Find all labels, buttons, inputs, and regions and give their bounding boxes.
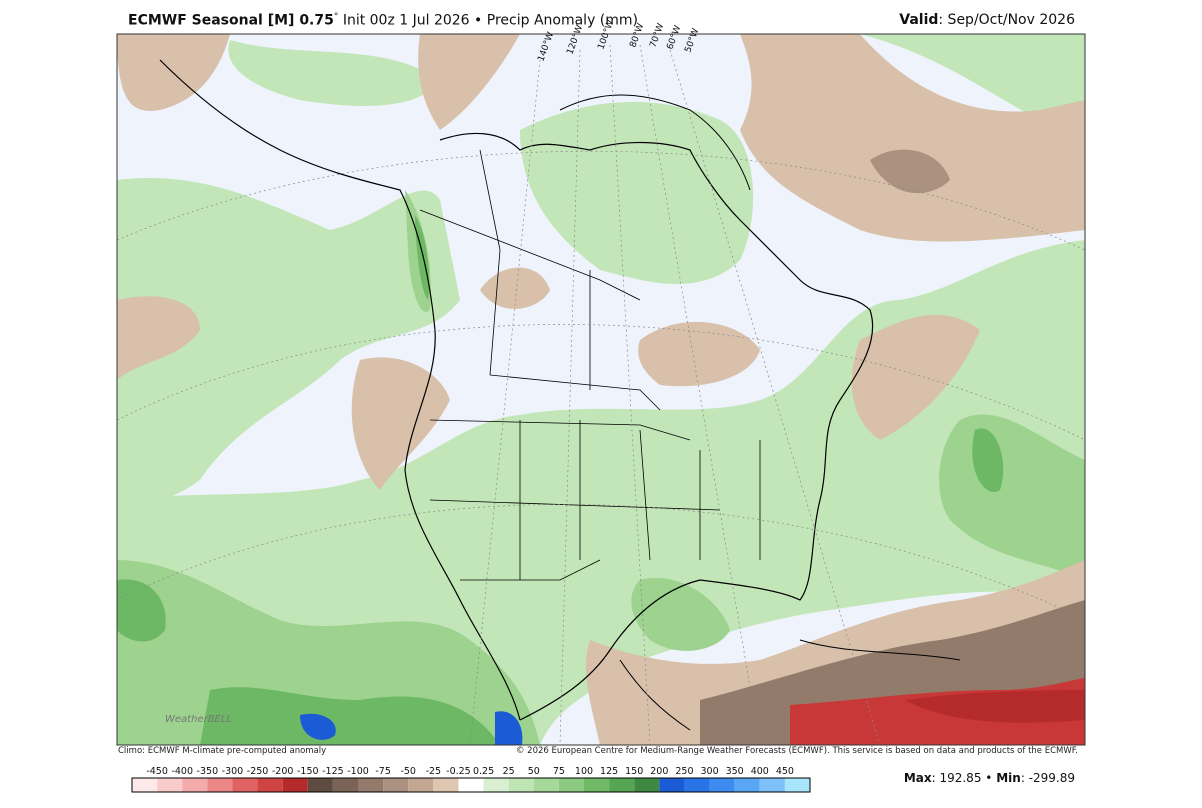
separator: • [985, 771, 993, 785]
colorbar-label: 75 [553, 766, 565, 777]
colorbar-label: 200 [650, 766, 668, 777]
colorbar-swatch [257, 778, 283, 792]
min-value: : -299.89 [1020, 771, 1075, 785]
map-frame [116, 33, 1086, 746]
max-label: Max [903, 771, 932, 785]
colorbar-swatch [584, 778, 610, 792]
colorbar-swatch [207, 778, 233, 792]
colorbar-label: -100 [347, 766, 369, 777]
colorbar-label: -450 [146, 766, 168, 777]
colorbar-swatch [307, 778, 333, 792]
colorbar-label: -400 [171, 766, 193, 777]
colorbar-swatch [609, 778, 635, 792]
init-time: Init 00z 1 Jul 2026 [342, 12, 470, 29]
colorbar-label: -250 [247, 766, 269, 777]
colorbar-label: -300 [222, 766, 244, 777]
colorbar-label: -75 [375, 766, 391, 777]
colorbar-swatch [358, 778, 384, 792]
colorbar-swatch [132, 778, 158, 792]
colorbar-swatch [634, 778, 660, 792]
colorbar-swatch [659, 778, 685, 792]
colorbar-swatch [508, 778, 534, 792]
colorbar-label: 100 [575, 766, 593, 777]
separator: • [474, 12, 483, 29]
colorbar-label: 300 [700, 766, 718, 777]
colorbar-label: 25 [503, 766, 515, 777]
colorbar-label: -350 [197, 766, 219, 777]
colorbar-frame [131, 777, 811, 793]
colorbar-swatch [784, 778, 810, 792]
colorbar-label: 450 [776, 766, 794, 777]
colorbar-swatch [383, 778, 409, 792]
colorbar-swatch [182, 778, 208, 792]
product: Precip Anomaly (mm) [486, 12, 639, 29]
colorbar-swatch [232, 778, 258, 792]
colorbar-label: 400 [751, 766, 769, 777]
colorbar-swatch [433, 778, 459, 792]
colorbar: -450 -400 -350 -300 -250 -200 -150 -125 -100 -75-… [131, 766, 811, 793]
footer-right: © 2026 European Centre for Medium-Range … [515, 746, 1078, 756]
valid: Valid: Sep/Oct/Nov 2026 [899, 12, 1075, 28]
colorbar-label: 250 [675, 766, 693, 777]
colorbar-swatch [458, 778, 484, 792]
valid-value: : Sep/Oct/Nov 2026 [938, 12, 1075, 28]
logo: WeatherBELL [165, 714, 232, 725]
valid-label: Valid [899, 12, 939, 28]
colorbar-swatch [332, 778, 358, 792]
max-value: : 192.85 [931, 771, 982, 785]
anomaly-field [117, 34, 1085, 745]
colorbar-swatch [734, 778, 760, 792]
colorbar-label: -50 [400, 766, 416, 777]
colorbar-swatch [483, 778, 509, 792]
colorbar-swatch [282, 778, 308, 792]
colorbar-swatch [684, 778, 710, 792]
colorbar-label: 350 [726, 766, 744, 777]
colorbar-label: 150 [625, 766, 643, 777]
colorbar-label: -200 [272, 766, 294, 777]
colorbar-label: 50 [528, 766, 540, 777]
colorbar-label: -150 [297, 766, 319, 777]
model-name: ECMWF Seasonal [M] 0.75 [128, 12, 334, 29]
colorbar-swatch [709, 778, 735, 792]
colorbar-label: -25 [426, 766, 442, 777]
colorbar-swatch [533, 778, 559, 792]
stats: Max: 192.85 • Min: -299.89 [904, 771, 1075, 785]
degree: ° [333, 12, 339, 22]
colorbar-label: 0.25 [473, 766, 494, 777]
colorbar-label: -125 [322, 766, 344, 777]
min-label: Min [996, 771, 1021, 785]
footer-left: Climo: ECMWF M-climate pre-computed anom… [118, 746, 327, 756]
colorbar-label: 125 [600, 766, 618, 777]
colorbar-swatch [408, 778, 434, 792]
colorbar-swatch [157, 778, 183, 792]
colorbar-swatch [759, 778, 785, 792]
title: ECMWF Seasonal [M] 0.75° Init 00z 1 Jul … [128, 12, 638, 29]
colorbar-label: -0.25 [446, 766, 471, 777]
colorbar-swatch [558, 778, 584, 792]
